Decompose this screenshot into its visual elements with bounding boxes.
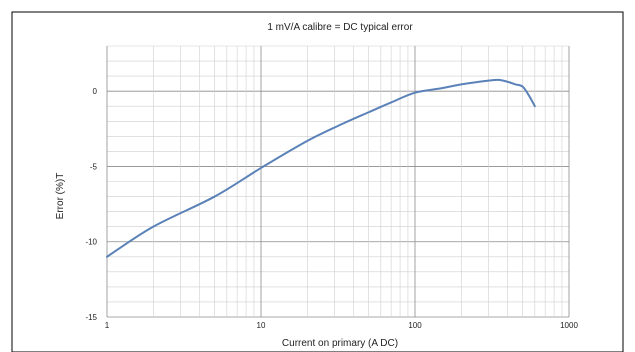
y-tick-label: -10 [85,238,97,247]
y-tick-label: -15 [85,313,97,322]
x-tick-label: 1 [105,321,110,330]
y-axis-label: Error (%)T [55,173,66,220]
y-tick-label: -5 [90,162,98,171]
x-tick-label: 1000 [560,321,578,330]
tick-labels: 1 10 100 1000 0 -5 -10 -15 [85,87,578,330]
grid [106,45,570,318]
series-layer [106,78,536,258]
chart-frame [11,11,624,352]
x-tick-label: 100 [408,321,422,330]
x-axis-label: Current on primary (A DC) [282,338,398,349]
chart-title: 1 mV/A calibre = DC typical error [267,22,413,33]
y-tick-label: 0 [93,87,98,96]
x-tick-label: 10 [257,321,266,330]
series-line [106,78,536,258]
